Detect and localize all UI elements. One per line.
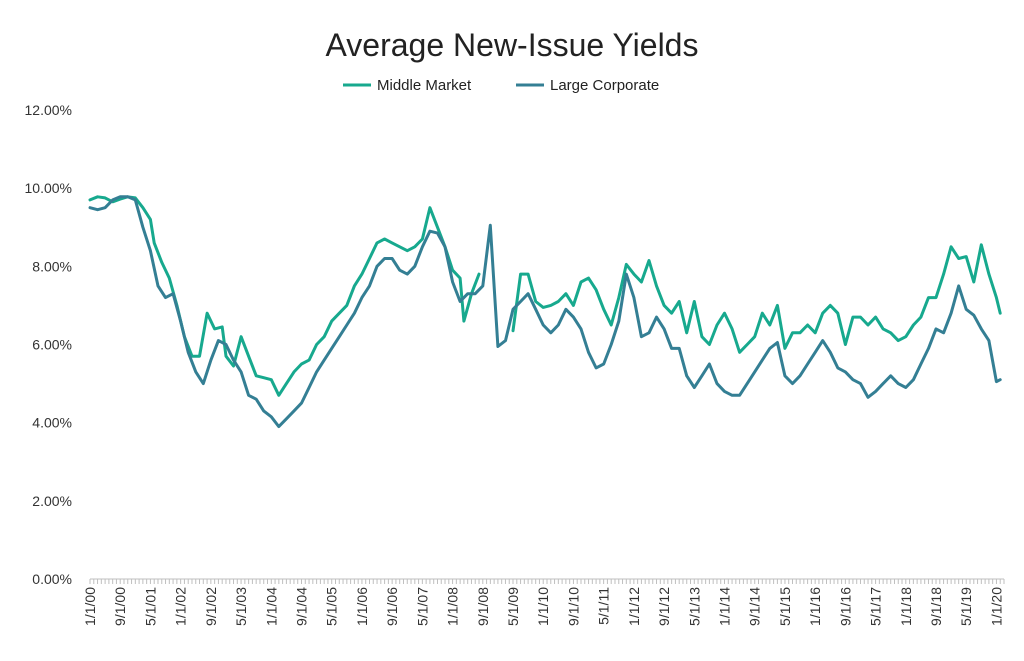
x-tick-label: 5/1/05 — [324, 587, 340, 626]
x-tick-label: 5/1/03 — [233, 587, 249, 626]
x-axis: 1/1/00 9/1/00 5/1/01 1/1/02 9/1/02 5/1/03 1/1/… — [82, 578, 1005, 626]
x-tick-label: 5/1/11 — [596, 587, 612, 625]
x-tick-label: 5/1/09 — [505, 587, 521, 626]
x-tick-label: 1/1/00 — [82, 587, 98, 626]
x-tick-label: 1/1/12 — [626, 587, 642, 626]
y-tick-label: 4.00% — [32, 415, 72, 431]
x-tick-label: 9/1/00 — [112, 587, 128, 626]
x-tick-label: 1/1/18 — [898, 587, 914, 626]
y-tick-label: 12.00% — [25, 102, 72, 118]
series-line-middle-market — [88, 195, 481, 397]
x-tick-label: 1/1/04 — [263, 587, 279, 626]
x-tick-label: 5/1/07 — [414, 587, 430, 626]
legend-label: Large Corporate — [550, 77, 659, 94]
x-tick-label: 9/1/10 — [565, 587, 581, 626]
x-tick-label: 9/1/18 — [928, 587, 944, 626]
x-tick-label: 9/1/04 — [294, 587, 310, 626]
y-tick-label: 0.00% — [32, 571, 72, 587]
x-tick-label: 1/1/14 — [717, 587, 733, 626]
x-tick-label: 1/1/16 — [807, 587, 823, 626]
series-layer — [88, 195, 1002, 429]
x-tick-label: 5/1/13 — [686, 587, 702, 626]
x-tick-label: 1/1/08 — [445, 587, 461, 626]
y-tick-label: 8.00% — [32, 258, 72, 274]
x-tick-label: 9/1/12 — [656, 587, 672, 626]
x-tick-label: 1/1/02 — [173, 587, 189, 626]
x-tick-label: 9/1/08 — [475, 587, 491, 626]
x-tick-label: 1/1/20 — [988, 587, 1004, 626]
y-axis: 0.00% 2.00% 4.00% 6.00% 8.00% 10.00% 12.00% — [25, 102, 72, 587]
x-tick-label: 9/1/06 — [384, 587, 400, 626]
x-tick-label: 9/1/14 — [747, 587, 763, 626]
x-tick-label: 1/1/10 — [535, 587, 551, 626]
x-tick-label: 1/1/06 — [354, 587, 370, 626]
y-tick-label: 6.00% — [32, 337, 72, 353]
series-line-large-corporate — [88, 195, 1002, 429]
y-tick-label: 10.00% — [25, 180, 72, 196]
x-tick-label: 9/1/16 — [837, 587, 853, 626]
x-tick-label: 5/1/01 — [142, 587, 158, 626]
chart-title: Average New-Issue Yields — [326, 27, 699, 63]
legend: Middle Market Large Corporate — [343, 77, 659, 94]
x-tick-label: 5/1/15 — [777, 587, 793, 626]
legend-label: Middle Market — [377, 77, 472, 94]
series-line-middle-market — [511, 243, 1002, 354]
x-tick-label: 5/1/19 — [958, 587, 974, 626]
x-tick-label: 5/1/17 — [868, 587, 884, 626]
x-tick-label: 9/1/02 — [203, 587, 219, 626]
y-tick-label: 2.00% — [32, 493, 72, 509]
